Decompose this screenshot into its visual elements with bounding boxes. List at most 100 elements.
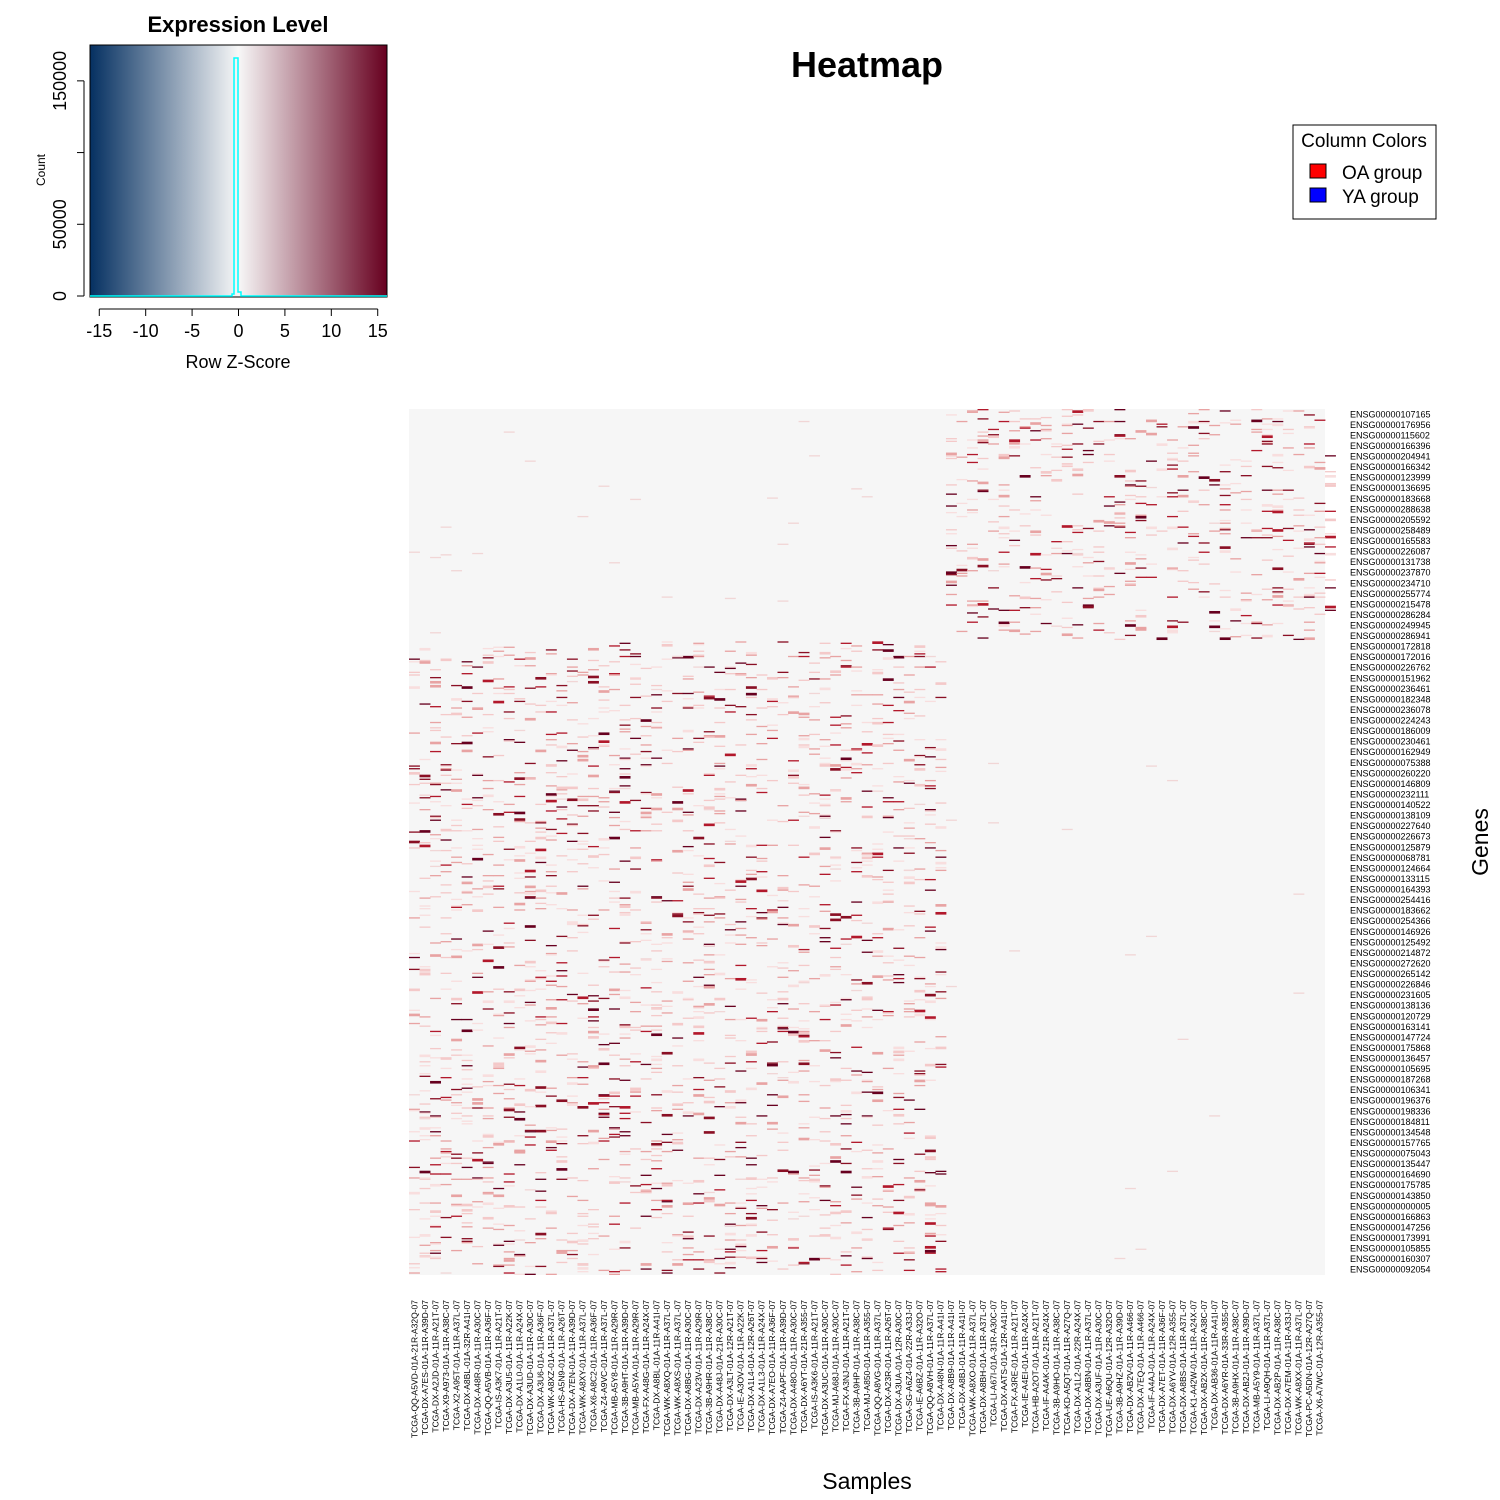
heatmap-cell (430, 1034, 441, 1037)
column-label: TCGA-MB-A5YA-01A-11R-A29R-07 (630, 1300, 640, 1436)
color-key-x-axis: -15 -10 -5 0 5 10 15 (86, 308, 388, 341)
heatmap-cell (777, 641, 789, 643)
heatmap-cell (903, 1212, 915, 1216)
heatmap-cell (788, 984, 799, 988)
heatmap-cell (1219, 628, 1231, 630)
heatmap-cell (672, 1142, 684, 1145)
heatmap-cell (472, 666, 484, 668)
heatmap-cell (766, 1010, 778, 1013)
heatmap-cell (451, 684, 463, 687)
heatmap-cell (756, 707, 768, 709)
heatmap-cell (577, 1179, 589, 1182)
heatmap-cell (682, 1182, 694, 1184)
heatmap-cell (882, 762, 894, 765)
heatmap-cell (924, 930, 936, 932)
heatmap-cell (440, 1150, 452, 1153)
heatmap-cell (809, 671, 821, 674)
heatmap-cell (840, 715, 852, 717)
heatmap-cell (724, 1267, 736, 1269)
heatmap-cell (609, 868, 620, 870)
heatmap-cell (587, 1223, 599, 1225)
heatmap-cell (566, 1253, 578, 1256)
heatmap-cell (640, 816, 652, 819)
heatmap-cell (430, 1115, 441, 1117)
heatmap-cell (619, 1131, 631, 1133)
heatmap-cell (872, 1051, 884, 1055)
heatmap-cell (924, 700, 936, 703)
heatmap-cell (798, 679, 810, 681)
heatmap-cell (524, 822, 536, 824)
column-label: TCGA-SG-A6Z4-01A-22R-A33J-07 (904, 1300, 914, 1433)
heatmap-cell (587, 775, 599, 778)
heatmap-cell (756, 791, 768, 794)
heatmap-cell (472, 888, 484, 890)
heatmap-cell (882, 962, 894, 964)
heatmap-cell (472, 948, 484, 951)
heatmap-cell (640, 757, 652, 759)
heatmap-cell (545, 984, 557, 986)
heatmap-cell (1293, 893, 1305, 895)
heatmap-cell (809, 706, 821, 708)
heatmap-cell (861, 1202, 873, 1204)
heatmap-cell (745, 877, 757, 881)
heatmap-cell (977, 616, 989, 618)
heatmap-cell (893, 860, 905, 862)
heatmap-cell (430, 801, 441, 803)
heatmap-cell (798, 746, 810, 749)
heatmap-cell (409, 988, 420, 992)
heatmap-cell (872, 856, 884, 858)
heatmap-cell (914, 688, 926, 691)
heatmap-cell (577, 888, 589, 890)
heatmap-cell (735, 878, 747, 881)
column-label: TCGA-DX-A1L3-01A-11R-A24X-07 (757, 1300, 767, 1433)
heatmap-cell (1072, 529, 1084, 531)
heatmap-cell (724, 1224, 736, 1227)
heatmap-cell (693, 959, 705, 961)
heatmap-cell (998, 566, 1010, 568)
heatmap-cell (861, 1238, 873, 1240)
heatmap-cell (735, 1249, 747, 1252)
heatmap-cell (482, 875, 494, 877)
row-label: ENSG00000175785 (1350, 1180, 1431, 1190)
heatmap-cell (872, 1099, 884, 1103)
heatmap-cell (566, 1195, 578, 1198)
heatmap-cell (1230, 459, 1242, 461)
heatmap-cell (524, 897, 536, 899)
heatmap-cell (830, 856, 842, 858)
heatmap-cell (745, 1123, 757, 1125)
heatmap-cell (493, 1037, 505, 1039)
heatmap-cell (998, 551, 1010, 553)
heatmap-cell (935, 1271, 947, 1273)
heatmap-cell (409, 1109, 420, 1112)
heatmap-cell (1230, 620, 1242, 622)
heatmap-cell (703, 773, 715, 775)
heatmap-cell (777, 923, 789, 926)
heatmap-cell (1040, 475, 1052, 477)
heatmap-cell (577, 674, 589, 676)
heatmap-cell (735, 885, 747, 887)
heatmap-cell (1135, 614, 1147, 618)
column-label: TCGA-QQ-A8VG-01A-11R-A37L-07 (873, 1300, 883, 1436)
heatmap-cell (566, 1177, 578, 1179)
heatmap-cell (724, 1037, 736, 1039)
heatmap-cell (451, 769, 463, 771)
heatmap-cell (819, 1186, 831, 1188)
heatmap-cell (914, 1070, 926, 1072)
heatmap-cell (566, 993, 578, 996)
heatmap-cell (1082, 605, 1094, 609)
heatmap-cell (619, 1135, 631, 1137)
heatmap-cell (1146, 563, 1157, 565)
heatmap-cell (503, 1243, 515, 1245)
heatmap-cell (967, 621, 978, 623)
column-label: TCGA-DX-A8BL-01A-32R-A41I-07 (462, 1300, 472, 1431)
heatmap-cell (788, 1245, 799, 1248)
heatmap-cell (524, 1045, 536, 1048)
heatmap-cell (524, 989, 536, 992)
heatmap-cell (1167, 568, 1178, 571)
heatmap-cell (1030, 534, 1042, 536)
heatmap-cell (998, 494, 1010, 498)
heatmap-cell (861, 1026, 873, 1029)
heatmap-cell (630, 1087, 642, 1091)
heatmap-cell (861, 951, 873, 953)
heatmap-cell (1272, 423, 1284, 427)
